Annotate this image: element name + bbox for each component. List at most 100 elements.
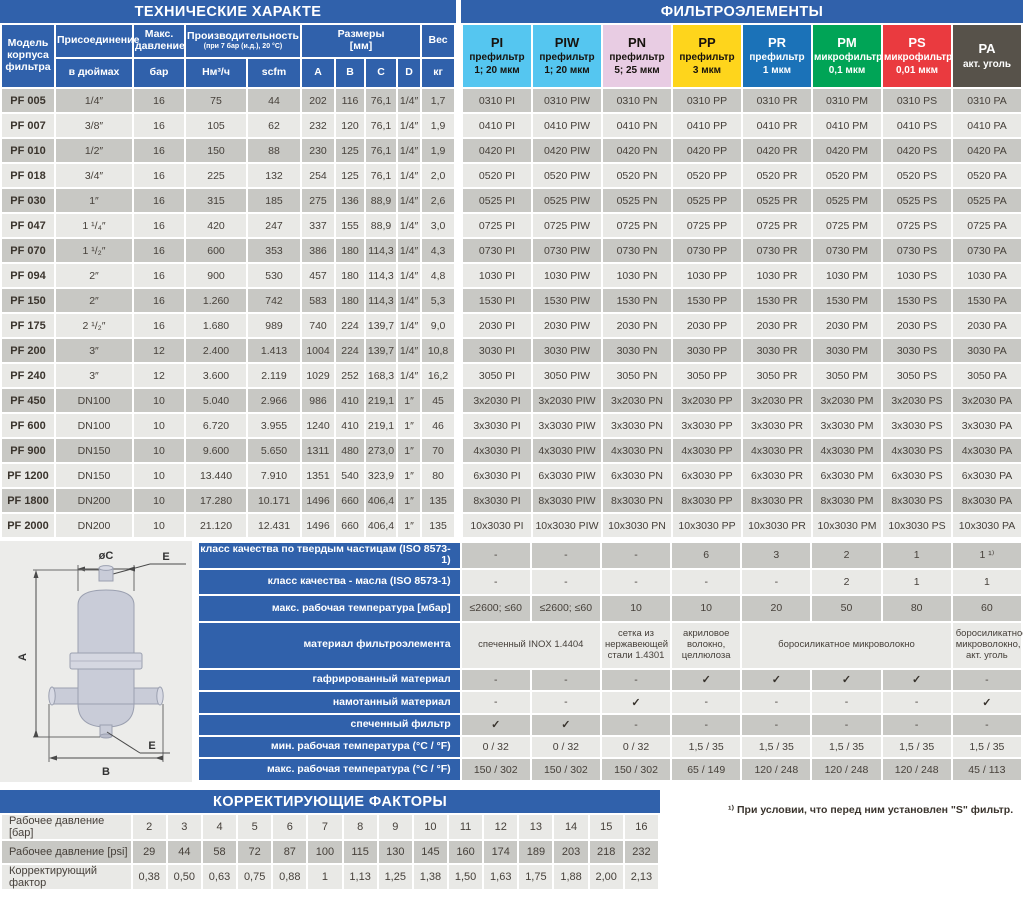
- spec-row: макс. рабочая температура [мбар] ≤2600; ≤…: [199, 596, 1021, 621]
- element-code-cell: 0410 PN: [603, 114, 671, 137]
- value-cell: 1311: [302, 439, 335, 462]
- element-code-cell: 0725 PP: [673, 214, 741, 237]
- housing-row: PF 070 1 ¹/₂″ 16 600 353 386 180 114,3 1/4″ 4,3: [2, 239, 455, 262]
- value-cell: 45: [422, 389, 455, 412]
- correction-row: Корректирующий фактор 0,38 0,50 0,63 0,75 0,8…: [2, 865, 658, 889]
- spec-value-cell: -: [812, 714, 881, 736]
- spec-value-cell: 1: [882, 569, 951, 595]
- element-code-cell: 0520 PP: [673, 164, 741, 187]
- value-cell: 5.040: [186, 389, 246, 412]
- element-row: 3x2030 PI 3x2030 PIW 3x2030 PN 3x2030 PP 3x2…: [463, 389, 1021, 412]
- value-cell: 1/4″: [398, 364, 421, 387]
- value-cell: 114,3: [366, 239, 397, 262]
- spec-row-label: материал фильтроэлемента: [199, 622, 460, 668]
- element-code-cell: 3x3030 PN: [603, 414, 671, 437]
- correction-value-cell: 12: [484, 815, 518, 839]
- value-cell: 7.910: [248, 464, 301, 487]
- element-code-cell: 0525 PR: [743, 189, 811, 212]
- element-code-cell: 3030 PA: [953, 339, 1021, 362]
- element-code-cell: 3x2030 PI: [463, 389, 531, 412]
- value-cell: 180: [336, 289, 365, 312]
- element-code-cell: 10x3030 PM: [813, 514, 881, 537]
- spec-value-cell: -: [672, 569, 741, 595]
- element-code-cell: 3030 PM: [813, 339, 881, 362]
- value-cell: DN200: [56, 514, 132, 537]
- filter-type-label: микрофильтр: [884, 52, 953, 64]
- value-cell: 132: [248, 164, 301, 187]
- subheader-kg: кг: [422, 59, 455, 87]
- spec-value-cell: 120 / 248: [882, 759, 951, 780]
- element-code-cell: 0725 PIW: [533, 214, 601, 237]
- value-cell: 135: [422, 514, 455, 537]
- element-code-cell: 10x3030 PS: [883, 514, 951, 537]
- spec-value-cell: -: [601, 669, 671, 691]
- element-code-cell: 3x2030 PP: [673, 389, 741, 412]
- element-code-cell: 6x3030 PR: [743, 464, 811, 487]
- element-code-cell: 0310 PR: [743, 89, 811, 112]
- element-code-cell: 4x3030 PP: [673, 439, 741, 462]
- housing-row: PF 007 3/8″ 16 105 62 232 120 76,1 1/4″ 1,9: [2, 114, 455, 137]
- element-row: 4x3030 PI 4x3030 PIW 4x3030 PN 4x3030 PP 4x3…: [463, 439, 1021, 462]
- filter-micron-label: 1; 20 мкм: [474, 65, 520, 77]
- left-table-body: PF 005 1/4″ 16 75 44 202 116 76,1 1/4″ 1,7 PF 007 3…: [2, 89, 455, 537]
- element-code-cell: 4x3030 PM: [813, 439, 881, 462]
- value-cell: 1.260: [186, 289, 246, 312]
- correction-row: Рабочее давление [бар] 2 3 4 5 6 7 8 9 10 11 12 13 14…: [2, 815, 658, 839]
- subheader-dim-b: B: [336, 59, 365, 87]
- element-code-cell: 1030 PIW: [533, 264, 601, 287]
- value-cell: 16: [134, 164, 184, 187]
- element-code-cell: 0410 PP: [673, 114, 741, 137]
- value-cell: 16: [134, 189, 184, 212]
- spec-row: гафрированный материал - - - ✓ ✓ ✓ ✓ -: [199, 669, 1021, 691]
- filter-type-label: префильтр: [539, 52, 595, 64]
- element-code-cell: 2030 PM: [813, 314, 881, 337]
- dim-label-a: A: [17, 653, 29, 661]
- element-code-cell: 0310 PM: [813, 89, 881, 112]
- element-code-cell: 8x3030 PR: [743, 489, 811, 512]
- value-cell: 986: [302, 389, 335, 412]
- correction-section: КОРРЕКТИРУЮЩИЕ ФАКТОРЫ Рабочее давление …: [0, 790, 1023, 891]
- filter-head-row: PI префильтр 1; 20 мкм PIW префильтр 1; 20 мк…: [463, 25, 1021, 87]
- value-cell: 16: [134, 89, 184, 112]
- element-code-cell: 1530 PN: [603, 289, 671, 312]
- value-cell: 3/4″: [56, 164, 132, 187]
- element-code-cell: 8x3030 PN: [603, 489, 671, 512]
- value-cell: 1240: [302, 414, 335, 437]
- correction-value-cell: 160: [449, 841, 483, 863]
- spec-value-cell: 10: [672, 596, 741, 621]
- spec-row-label: гафрированный материал: [199, 669, 460, 691]
- housing-row: PF 900 DN150 10 9.600 5.650 1311 480 273,0 1″ 70: [2, 439, 455, 462]
- element-code-cell: 0730 PI: [463, 239, 531, 262]
- value-cell: 150: [186, 139, 246, 162]
- element-row: 2030 PI 2030 PIW 2030 PN 2030 PP 2030 PR 2030…: [463, 314, 1021, 337]
- element-code-cell: 3x2030 PN: [603, 389, 671, 412]
- element-code-cell: 3x3030 PM: [813, 414, 881, 437]
- dim-label-c: øC: [99, 550, 114, 562]
- element-code-cell: 3x2030 PA: [953, 389, 1021, 412]
- spec-row: макс. рабочая температура (°C / °F) 150 /…: [199, 759, 1021, 780]
- spec-value-cell: спеченный INOX 1.4404: [461, 622, 600, 668]
- correction-value-cell: 1: [308, 865, 342, 889]
- spec-value-cell: 1,5 / 35: [952, 737, 1021, 758]
- model-cell: PF 200: [2, 339, 54, 362]
- filter-type-label: префильтр: [609, 52, 665, 64]
- element-row: 0420 PI 0420 PIW 0420 PN 0420 PP 0420 PR 0420…: [463, 139, 1021, 162]
- housing-row: PF 018 3/4″ 16 225 132 254 125 76,1 1/4″ 2,0: [2, 164, 455, 187]
- correction-value-cell: 1,88: [554, 865, 588, 889]
- housing-row: PF 1800 DN200 10 17.280 10.171 1496 660 406,4 1″…: [2, 489, 455, 512]
- value-cell: 353: [248, 239, 301, 262]
- correction-value-cell: 87: [273, 841, 307, 863]
- correction-value-cell: 0,88: [273, 865, 307, 889]
- spec-value-cell: ✓: [601, 692, 671, 713]
- model-cell: PF 2000: [2, 514, 54, 537]
- value-cell: 76,1: [366, 114, 397, 137]
- value-cell: 9.600: [186, 439, 246, 462]
- element-row: 0525 PI 0525 PIW 0525 PN 0525 PP 0525 PR 0525…: [463, 189, 1021, 212]
- element-code-cell: 0525 PIW: [533, 189, 601, 212]
- value-cell: 1/4″: [398, 289, 421, 312]
- model-cell: PF 450: [2, 389, 54, 412]
- element-code-cell: 1030 PM: [813, 264, 881, 287]
- value-cell: 16: [134, 264, 184, 287]
- correction-value-cell: 2,13: [624, 865, 658, 889]
- element-code-cell: 1030 PS: [883, 264, 951, 287]
